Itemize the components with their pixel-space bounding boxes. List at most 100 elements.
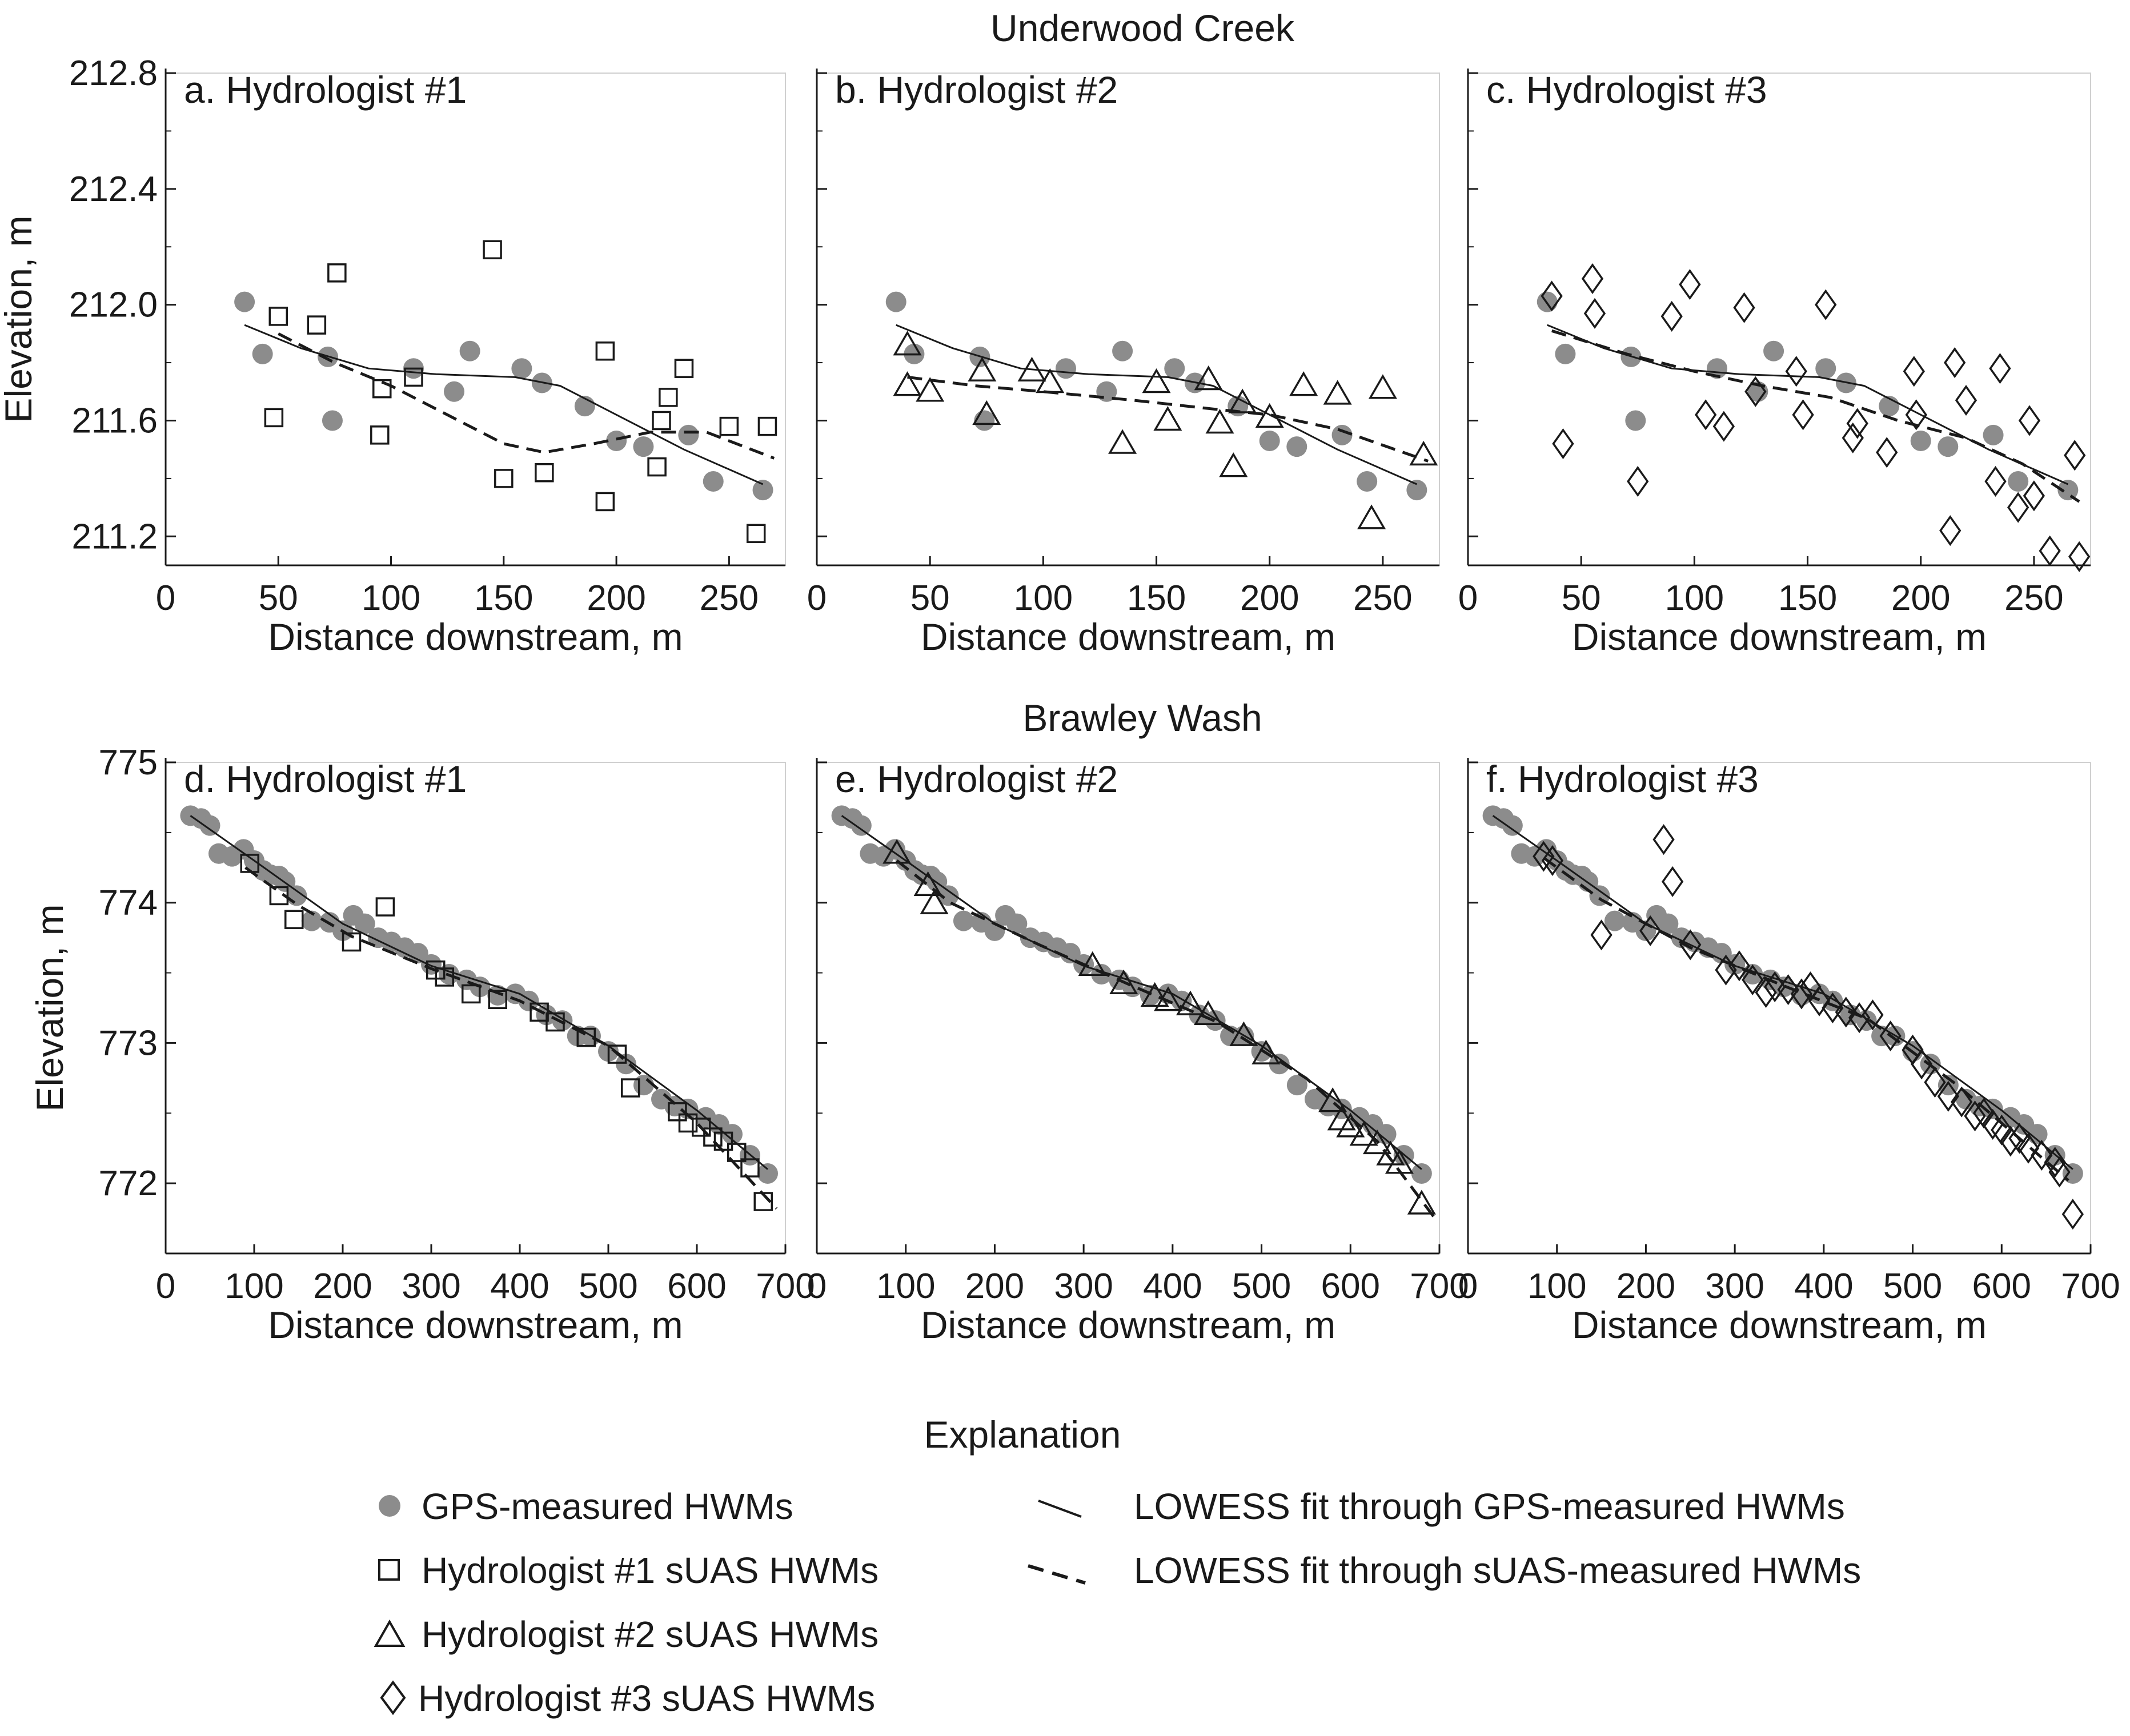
panel-b-xtick-label: 150 — [1127, 578, 1186, 618]
legend-label-suas-fit: LOWESS fit through sUAS-measured HWMs — [1134, 1550, 1861, 1591]
panel-a-suas-point — [535, 463, 554, 483]
panel-c-xtick-label: 50 — [1562, 578, 1601, 618]
panel-f-xtick-label: 300 — [1705, 1267, 1764, 1306]
panel-c-suas-point — [1627, 465, 1649, 497]
panel-d-ytick-label: 774 — [99, 883, 158, 923]
panel-b-suas-point — [1142, 368, 1171, 393]
panel-f-gps-point — [1502, 815, 1523, 836]
panel-e-xtick-label: 500 — [1232, 1267, 1291, 1306]
panel-e-xtick-label: 200 — [965, 1267, 1024, 1306]
panel-c-suas-point — [1552, 428, 1574, 460]
panel-c-suas-point — [1842, 422, 1864, 453]
panel-d-ylabel: Elevation, m — [29, 904, 71, 1111]
panel-b-gps-point — [1331, 424, 1353, 445]
panel-a-suas-point — [483, 240, 502, 260]
panel-c-xtick-label: 100 — [1665, 578, 1724, 618]
legend: Explanation GPS-measured HWMs Hydrologis… — [374, 1413, 1861, 1719]
panel-e-xtick-label: 400 — [1143, 1267, 1202, 1306]
panel-b-suas-point — [893, 331, 922, 356]
panel-b-gps-lowess-line — [896, 324, 1418, 485]
panel-b-suas-point — [1368, 374, 1397, 399]
panel-d-suas-lowess-line — [244, 866, 778, 1210]
panel-a-suas-point — [268, 307, 288, 326]
panel-c-suas-point — [1785, 356, 1807, 387]
panel-b-suas-point — [1228, 388, 1257, 413]
panel-f-xtick-label: 600 — [1972, 1267, 2031, 1306]
panel-c-suas-point — [1583, 298, 1606, 329]
panel-e-gps-point — [1411, 1163, 1432, 1184]
panel-d-xtick-label: 400 — [490, 1267, 549, 1306]
panel-f-title: f. Hydrologist #3 — [1486, 758, 1759, 800]
panel-e-gps-point — [851, 815, 872, 836]
panel-f-xtick-label: 500 — [1883, 1267, 1942, 1306]
panel-a-ytick-label: 211.6 — [71, 401, 158, 440]
panel-c-suas-point — [1939, 515, 1961, 546]
panel-a-suas-point — [327, 263, 347, 283]
panel-a-xlabel: Distance downstream, m — [268, 616, 683, 658]
panel-c-gps-point — [1555, 343, 1576, 364]
panel-d-frame — [165, 762, 786, 1254]
legend-item-hydrologist-1: Hydrologist #1 sUAS HWMs — [378, 1550, 879, 1591]
panel-a-suas-point — [404, 367, 423, 387]
panel-c-suas-point — [1944, 347, 1966, 379]
panel-c-suas-point — [1815, 289, 1837, 320]
panel-b-suas-point — [893, 371, 922, 396]
panel-e: 0 100 200 300 400 500 600 700 e. Hydrologist #2 D… — [807, 758, 1469, 1346]
panel-d-ytick-label: 773 — [99, 1023, 158, 1063]
panel-f-suas-point — [1679, 929, 1702, 961]
panel-e-xtick-label: 700 — [1410, 1267, 1469, 1306]
panel-d-gps-point — [757, 1163, 778, 1184]
panel-c-suas-point — [2007, 492, 2029, 523]
panel-a-gps-point — [606, 430, 627, 451]
panel-c-suas-point — [1955, 384, 1977, 416]
panel-a-gps-point — [234, 291, 255, 312]
group-title-underwood-creek: Underwood Creek — [990, 7, 1295, 49]
panel-c-suas-point — [1905, 399, 1927, 431]
panel-f-suas-point — [1728, 950, 1751, 982]
panel-c-gps-point — [1983, 424, 2004, 445]
panel-b-suas-point — [1205, 409, 1234, 434]
panel-e-suas-point — [913, 871, 942, 896]
panel-b-xtick-label: 0 — [807, 578, 827, 618]
panel-d-gps-point — [487, 984, 508, 1006]
panel-b-xtick-label: 250 — [1353, 578, 1412, 618]
panel-f-suas-point — [2017, 1132, 2040, 1164]
panel-c-gps-point — [1815, 358, 1836, 379]
panels: 211.2 211.6 212.0 212.4 212.8 0 50 100 150 200 250… — [0, 54, 2120, 1346]
panel-b-suas-point — [1289, 371, 1318, 396]
panel-c-suas-point — [1733, 292, 1755, 323]
panel-f-suas-point — [1937, 1080, 1960, 1112]
panel-d-xtick-label: 600 — [667, 1267, 726, 1306]
panel-e-suas-point — [1376, 1140, 1405, 1166]
legend-label-gps: GPS-measured HWMs — [422, 1486, 793, 1527]
panel-b-frame — [816, 73, 1440, 566]
panel-a-ytick-label: 212.8 — [69, 54, 158, 93]
panel-c-xtick-label: 150 — [1778, 578, 1837, 618]
panel-b-suas-point — [1194, 365, 1223, 391]
panel-c: 0 50 100 150 200 250 c. Hydrologist #3 Distance… — [1458, 69, 2091, 658]
panel-a-gps-point — [511, 358, 532, 379]
panel-a-suas-point — [674, 359, 694, 378]
panel-d-suas-point — [342, 932, 362, 952]
panel-b-gps-point — [974, 410, 995, 431]
panel-a-suas-point — [595, 492, 615, 512]
panel-e-xtick-label: 600 — [1321, 1267, 1380, 1306]
panel-f-suas-point — [1951, 1086, 1973, 1118]
panel-b-xtick-label: 50 — [910, 578, 950, 618]
panel-f-xtick-label: 700 — [2061, 1267, 2120, 1306]
panel-b-gps-point — [885, 291, 906, 312]
panel-a-suas-point — [757, 416, 777, 436]
panel-d-suas-point — [530, 1002, 549, 1022]
legend-label-hydrologist-2: Hydrologist #2 sUAS HWMs — [422, 1614, 879, 1655]
panel-a-ytick-label: 212.0 — [69, 286, 158, 325]
legend-item-hydrologist-3: Hydrologist #3 sUAS HWMs — [380, 1678, 875, 1719]
panel-f-suas-point — [1652, 824, 1675, 855]
panel-a-gps-point — [633, 436, 654, 457]
panel-a-suas-point — [647, 457, 667, 477]
panel-c-suas-point — [1541, 280, 1563, 312]
panel-d-gps-point — [616, 1054, 636, 1075]
legend-label-hydrologist-3: Hydrologist #3 sUAS HWMs — [418, 1678, 875, 1719]
panel-c-suas-point — [1712, 411, 1735, 442]
panel-a-gps-point — [252, 343, 273, 364]
panel-d-xtick-label: 500 — [579, 1267, 637, 1306]
